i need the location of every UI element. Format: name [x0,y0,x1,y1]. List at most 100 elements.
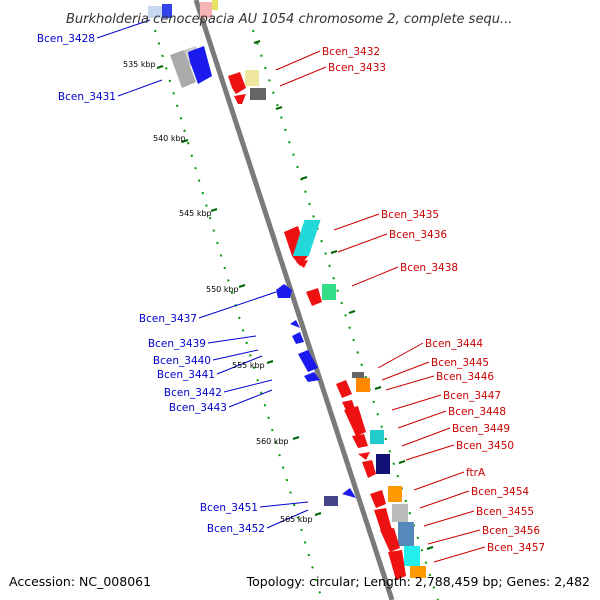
scale-tick-label: 545 kbp [179,209,212,218]
gene-label[interactable]: Bcen_3451 [200,502,258,514]
scale-tick-label: 540 kbp [153,134,186,143]
gene-group-3435 [284,220,321,268]
gene-label[interactable]: Bcen_3457 [487,542,545,554]
gene-block [410,566,426,578]
scale-tick-mark [330,250,338,254]
gene-group-3431 [170,46,212,88]
gene-block [148,6,162,18]
gene-arrow [380,528,400,552]
gene-label[interactable]: Bcen_3456 [482,525,540,537]
leader-line [207,335,257,344]
gene-group-3437 [276,284,320,382]
gene-block [370,430,384,444]
gene-arrow [298,350,318,372]
gene-label[interactable]: Bcen_3454 [471,486,529,498]
gene-group-3451 [324,488,356,506]
gene-arrow [276,284,292,298]
gene-label[interactable]: Bcen_3433 [328,62,386,74]
gene-label[interactable]: ftrA [466,467,486,479]
gene-label[interactable]: Bcen_3428 [37,33,95,45]
minus-scale-track [154,29,323,600]
gene-label[interactable]: Bcen_3447 [443,390,501,402]
scale-tick-label: 560 kbp [256,437,289,446]
gene-arrow [292,332,304,344]
gene-arrow [228,72,246,94]
gene-label[interactable]: Bcen_3446 [436,371,494,383]
leader-line [212,349,259,361]
gene-arrow [234,94,246,104]
gene-arrow [362,460,376,478]
leader-line [423,510,475,527]
leader-line [117,79,163,97]
leader-line [419,490,470,509]
scale-tick-label: 550 kbp [206,285,239,294]
scale-tick-mark [275,106,283,110]
scale-tick-mark [426,546,434,550]
scale-tick-mark [181,139,189,143]
scale-ticks: 535 kbp 540 kbp 545 kbp 550 kbp 555 kbp 560 k… [123,40,434,550]
gene-block [324,496,338,506]
gene-label[interactable]: Bcen_3436 [389,229,447,241]
gene-arrow [388,550,406,580]
gene-label[interactable]: Bcen_3444 [425,338,483,350]
leader-line [385,375,435,391]
gene-label[interactable]: Bcen_3439 [148,338,206,350]
gene-label[interactable]: Bcen_3445 [431,357,489,369]
gene-label[interactable]: Bcen_3437 [139,313,197,325]
scale-tick-mark [253,40,261,44]
gene-labels: Bcen_3428 Bcen_3431 Bcen_3437 Bcen_3439 Bcen… [37,33,545,554]
gene-label[interactable]: Bcen_3435 [381,209,439,221]
gene-arrow [306,288,322,306]
leader-line [351,266,399,287]
leader-line [216,355,263,375]
scale-tick-mark [348,310,356,314]
chromosome-backbone [193,0,395,600]
gene-arrow [370,490,386,508]
diagram-title: Burkholderia cenocepacia AU 1054 chromos… [66,12,512,27]
leader-line [279,66,327,87]
gene-label[interactable]: Bcen_3431 [58,91,116,103]
gene-label[interactable]: Bcen_3455 [476,506,534,518]
leader-line [427,529,481,545]
leader-line [223,379,273,393]
gene-group-ftrA [370,486,426,580]
gene-arrow [336,380,352,398]
gene-label[interactable]: Bcen_3452 [207,523,265,535]
leader-line [259,501,309,508]
gene-label[interactable]: Bcen_3440 [153,355,211,367]
scale-tick-label: 555 kbp [232,361,265,370]
leader-line [266,509,309,529]
gene-block-top [148,0,218,18]
gene-label[interactable]: Bcen_3449 [452,423,510,435]
leader-line [433,546,486,563]
gene-block [250,88,266,100]
leader-line [96,19,151,39]
gene-label[interactable]: Bcen_3441 [157,369,215,381]
gene-label[interactable]: Bcen_3432 [322,46,380,58]
gene-arrow [342,488,356,498]
leader-line [397,410,447,429]
gene-block [292,220,321,256]
leader-line [381,361,430,381]
leader-line [391,394,442,411]
leader-lines [96,19,486,563]
gene-block [162,4,172,18]
scale-tick-label: 565 kbp [280,515,313,524]
gene-arrow [352,434,368,448]
scale-tick-mark [238,284,246,288]
gene-group-3432 [228,70,266,104]
gene-label[interactable]: Bcen_3438 [400,262,458,274]
topology-text: Topology: circular; Length: 2,788,459 bp… [246,574,590,589]
scale-tick-mark [398,460,406,464]
gene-block [212,0,218,10]
leader-line [377,342,424,369]
gene-label[interactable]: Bcen_3443 [169,402,227,414]
gene-group-3444 [336,372,390,478]
leader-line [333,213,380,231]
scale-tick-mark [266,360,274,364]
gene-label[interactable]: Bcen_3448 [448,406,506,418]
gene-label[interactable]: Bcen_3442 [164,387,222,399]
gene-label[interactable]: Bcen_3450 [456,440,514,452]
